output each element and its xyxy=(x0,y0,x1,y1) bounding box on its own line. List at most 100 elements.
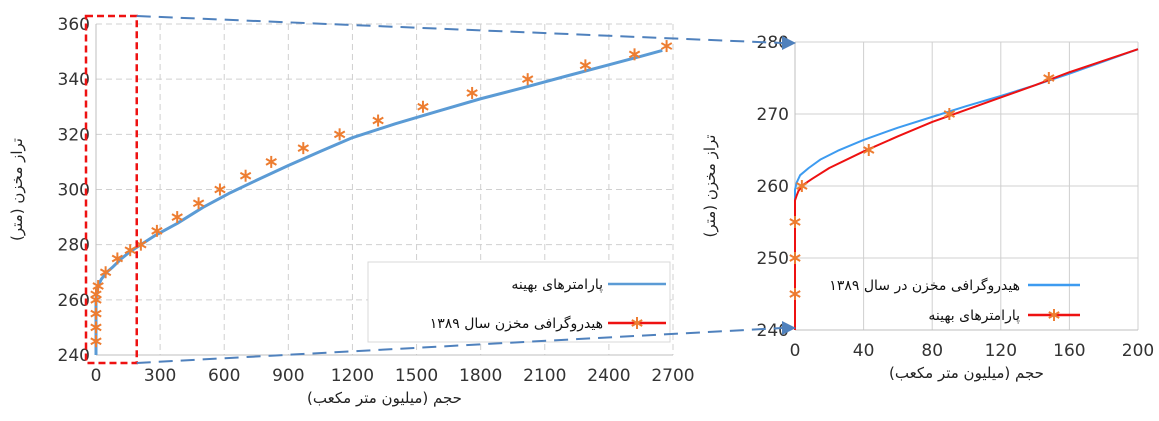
legend-label: هیدروگرافی مخزن در سال ۱۳۸۹ xyxy=(829,277,1020,294)
data-point-marker-stroke xyxy=(192,199,205,208)
legend-marker-swatch xyxy=(631,317,643,329)
data-point-marker xyxy=(660,40,673,53)
data-point-marker-stroke xyxy=(265,158,277,166)
data-point-marker xyxy=(92,280,104,293)
data-point-marker xyxy=(124,244,136,257)
data-point-marker-stroke xyxy=(417,102,429,111)
zoom-connector-top xyxy=(136,15,783,44)
legend: پارامترهای بهینه هیدروگرافی مخزن سال ۱۳۸۹ xyxy=(367,261,671,343)
x-axis-title: حجم (میلیون متر مکعب) xyxy=(307,389,462,407)
data-point-marker-stroke xyxy=(90,309,102,318)
data-point-marker xyxy=(863,144,875,156)
data-point-marker xyxy=(265,155,277,168)
y-tick-label: 280 xyxy=(58,236,90,256)
data-point-marker-stroke xyxy=(214,185,226,194)
data-point-marker xyxy=(521,73,534,86)
y-tick-label: 250 xyxy=(757,249,789,269)
data-point-marker-stroke xyxy=(239,171,252,180)
data-point-marker-stroke xyxy=(789,254,801,262)
data-point-marker-stroke xyxy=(92,282,104,290)
data-point-marker xyxy=(297,142,309,155)
zoom-connector-bottom xyxy=(136,327,783,364)
legend-marker-swatch-stroke xyxy=(631,319,643,327)
data-point-marker xyxy=(466,86,478,99)
data-point-marker-stroke xyxy=(90,337,102,346)
x-tick-label: 0 xyxy=(790,341,801,361)
y-tick-label: 240 xyxy=(757,321,789,341)
y-tick-label: 260 xyxy=(757,177,789,197)
x-tick-label: 40 xyxy=(853,341,875,361)
legend-label: هیدروگرافی مخزن سال ۱۳۸۹ xyxy=(430,315,603,332)
data-point-marker xyxy=(943,108,956,120)
data-point-marker xyxy=(171,211,183,224)
y-tick-label: 240 xyxy=(58,346,90,366)
y-tick-label: 260 xyxy=(58,291,90,311)
data-point-marker xyxy=(628,48,641,61)
legend-box xyxy=(367,261,671,343)
data-point-marker xyxy=(111,252,124,265)
y-tick-label: 300 xyxy=(58,181,90,201)
data-point-marker xyxy=(90,307,102,320)
data-point-marker xyxy=(90,321,102,334)
data-point-marker-stroke xyxy=(789,218,801,226)
data-point-marker-stroke xyxy=(628,50,641,59)
x-tick-label: 120 xyxy=(985,341,1017,361)
x-tick-label: 900 xyxy=(272,366,304,386)
legend-marker-swatch-stroke xyxy=(1048,311,1060,319)
data-point-marker xyxy=(789,288,801,300)
data-point-marker-stroke xyxy=(1043,74,1055,82)
data-point-marker xyxy=(90,335,102,348)
data-point-marker-stroke xyxy=(333,130,346,139)
legend-marker-swatch xyxy=(1048,309,1060,321)
x-tick-label: 1500 xyxy=(395,366,438,386)
data-point-marker-stroke xyxy=(111,254,124,263)
x-tick-label: 300 xyxy=(144,366,176,386)
x-tick-label: 160 xyxy=(1053,341,1085,361)
zoom-region-box xyxy=(84,14,138,365)
data-point-marker-stroke xyxy=(171,213,183,221)
x-tick-label: 80 xyxy=(921,341,943,361)
data-point-marker xyxy=(99,266,112,279)
connector-arrow-top xyxy=(782,36,796,50)
y-tick-label: 360 xyxy=(58,15,90,35)
data-point-marker xyxy=(333,128,346,141)
y-axis-title: تراز مخزن (متر) xyxy=(701,135,719,238)
data-point-marker-stroke xyxy=(660,42,673,50)
zoom-connectors xyxy=(84,14,796,365)
legend: هیدروگرافی مخزن در سال ۱۳۸۹ پارامترهای به… xyxy=(829,277,1080,324)
legend-label: پارامترهای بهینه xyxy=(511,277,603,293)
x-tick-label: 600 xyxy=(208,366,240,386)
data-point-marker-stroke xyxy=(521,75,534,84)
data-point-marker xyxy=(796,180,808,192)
data-point-marker-stroke xyxy=(863,146,875,154)
data-point-marker-stroke xyxy=(789,290,801,298)
y-tick-label: 340 xyxy=(58,70,90,90)
data-point-marker xyxy=(151,224,163,237)
data-point-marker xyxy=(789,252,801,264)
connector-arrow-bottom xyxy=(782,321,796,335)
y-tick-label: 280 xyxy=(757,33,789,53)
x-tick-label: 2700 xyxy=(651,366,694,386)
x-tick-label: 0 xyxy=(91,366,102,386)
data-point-marker-stroke xyxy=(943,110,956,118)
data-point-marker-stroke xyxy=(90,290,102,299)
data-point-marker xyxy=(239,169,252,182)
data-point-marker xyxy=(579,59,592,72)
x-tick-label: 2100 xyxy=(523,366,566,386)
series-line-1 xyxy=(794,48,1139,330)
zoom-chart: 0 40 80 120 160 200 240 250 260 270 280 حجم (میلیون… xyxy=(701,33,1154,382)
legend-label: پارامترهای بهینه xyxy=(928,308,1020,324)
data-point-marker xyxy=(1043,72,1055,84)
x-tick-label: 200 xyxy=(1122,341,1154,361)
y-axis-title: تراز مخزن (متر) xyxy=(8,138,26,241)
data-point-marker-stroke xyxy=(466,89,478,97)
y-tick-label: 270 xyxy=(757,105,789,125)
data-point-marker-stroke xyxy=(579,61,592,70)
x-tick-label: 1200 xyxy=(331,366,374,386)
series-line-0 xyxy=(94,49,663,355)
y-tick-label: 320 xyxy=(58,125,90,145)
data-point-marker xyxy=(214,183,226,196)
data-point-marker xyxy=(417,100,429,113)
data-point-marker xyxy=(789,216,801,228)
